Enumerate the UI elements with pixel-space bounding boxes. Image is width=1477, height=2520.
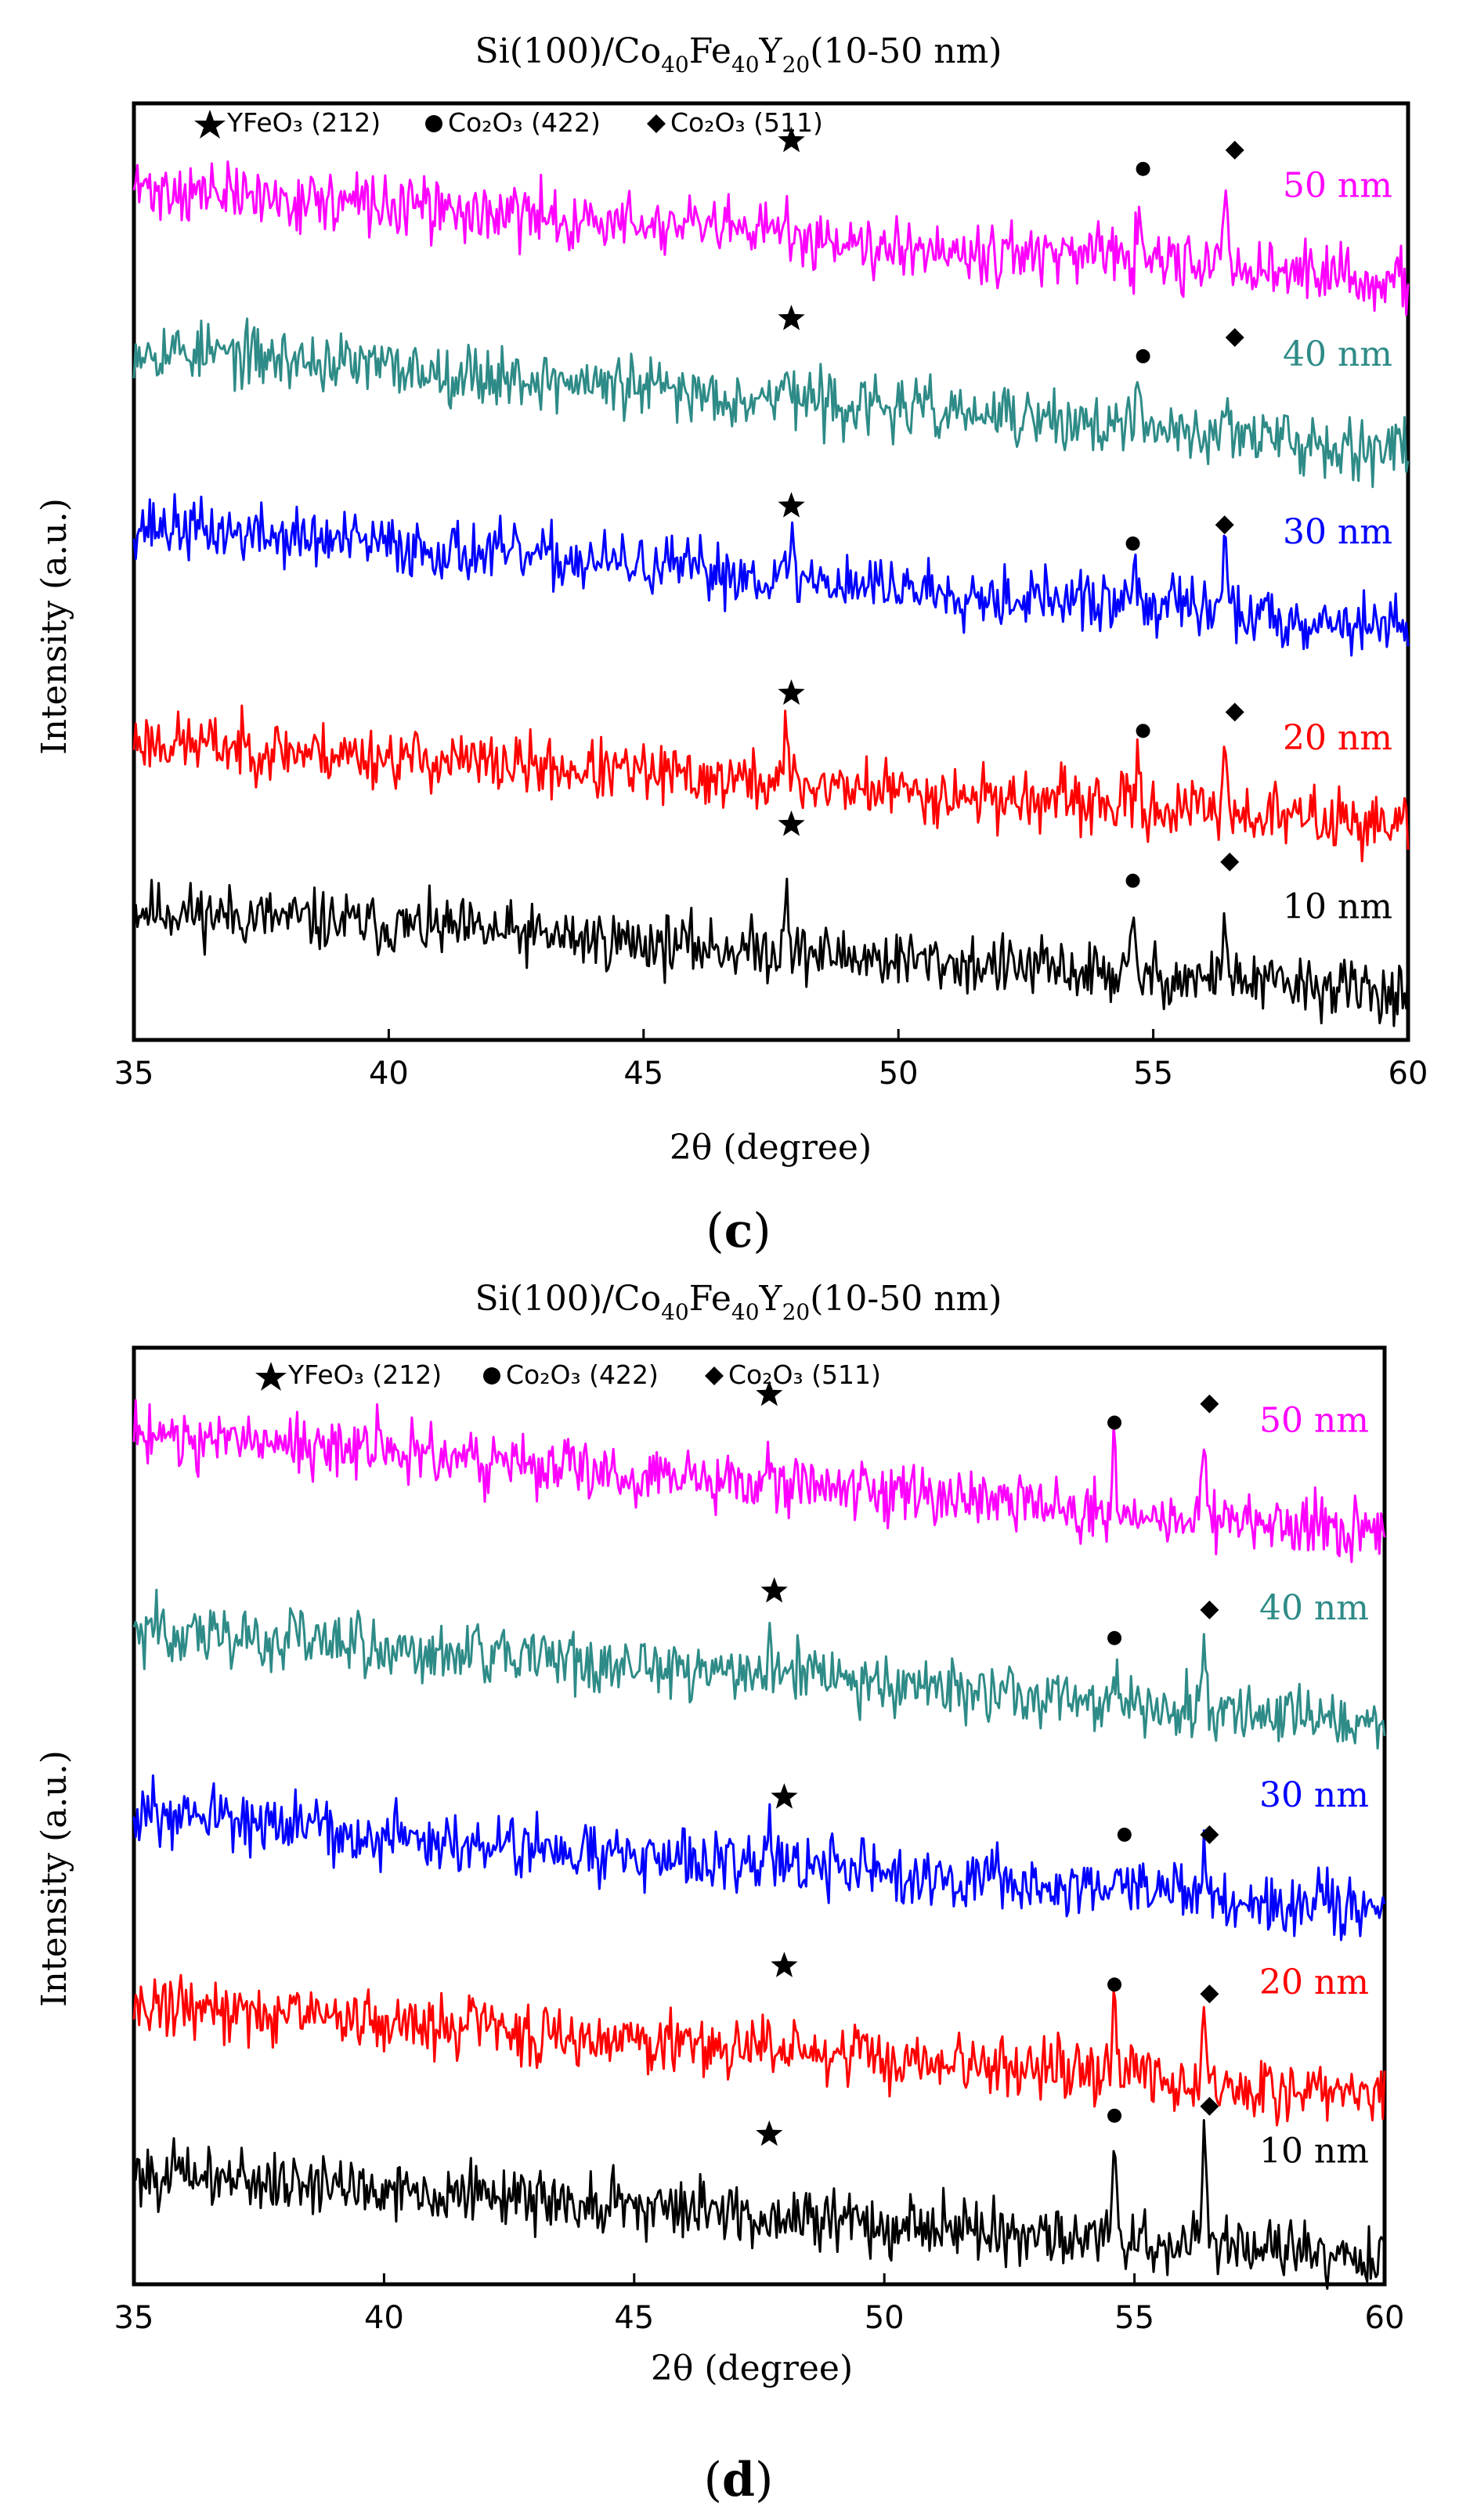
x-tick-label: 35 [114, 2300, 154, 2336]
x-axis: 35 40 45 50 55 60 [114, 1029, 1428, 1092]
star-marker [778, 810, 805, 836]
series-label: 10 nm [1283, 887, 1392, 927]
series-line-50-nm [132, 160, 1410, 316]
star-icon [255, 1362, 287, 1391]
x-tick-label: 60 [1389, 1056, 1428, 1092]
x-tick-label: 40 [369, 1056, 409, 1092]
x-tick-label: 45 [623, 1056, 663, 1092]
series-label: 40 nm [1283, 334, 1392, 374]
x-tick-label: 55 [1133, 1056, 1173, 1092]
circle-marker [1107, 2108, 1122, 2123]
x-axis: 35 40 45 50 55 60 [114, 2273, 1405, 2336]
legend-entry-yfeo3: YFeO₃ (212) [287, 1359, 442, 1390]
diamond-marker [1225, 140, 1244, 160]
series-line-30-nm [132, 1774, 1386, 1941]
series-label: 30 nm [1283, 512, 1392, 552]
series-line-10-nm [132, 2119, 1386, 2291]
star-marker [771, 1783, 798, 1809]
circle-marker [1107, 1977, 1122, 1992]
star-marker [756, 1380, 783, 1406]
x-tick-label: 45 [614, 2300, 654, 2336]
diamond-marker [1225, 328, 1244, 347]
x-tick-label: 60 [1365, 2300, 1405, 2336]
series-label: 40 nm [1259, 1588, 1369, 1628]
star-marker [778, 126, 805, 153]
x-tick-label: 40 [364, 2300, 404, 2336]
x-tick-label: 55 [1114, 2300, 1154, 2336]
star-marker [760, 1577, 788, 1603]
legend: YFeO₃ (212) Co₂O₃ (422) Co₂O₃ (511) [194, 107, 823, 139]
circle-marker [1136, 724, 1150, 738]
legend-entry-yfeo3: YFeO₃ (212) [226, 107, 381, 138]
circle-marker [1125, 536, 1140, 551]
chart-panel-d: Si(100)/Co40Fe40Y20(10-50 nm) YFeO₃ (212… [34, 1279, 1405, 2507]
y-axis-label: Intensity (a.u.) [34, 1750, 74, 2007]
series-line-10-nm [132, 877, 1410, 1027]
diamond-marker [1225, 702, 1244, 722]
x-axis-label: 2θ (degree) [651, 2349, 853, 2388]
chart-title: Si(100)/Co40Fe40Y20(10-50 nm) [475, 31, 1002, 78]
star-marker [778, 679, 805, 705]
x-tick-label: 35 [114, 1056, 154, 1092]
series-label: 50 nm [1283, 166, 1392, 206]
diamond-marker [1200, 1394, 1219, 1413]
series-label: 20 nm [1283, 718, 1392, 758]
chart-title: Si(100)/Co40Fe40Y20(10-50 nm) [475, 1279, 1002, 1325]
circle-marker [1136, 348, 1150, 363]
circle-marker [1136, 161, 1150, 176]
legend: YFeO₃ (212) Co₂O₃ (422) Co₂O₃ (511) [255, 1359, 881, 1391]
series-label: 50 nm [1259, 1401, 1369, 1441]
legend-entry-co2o3-422: Co₂O₃ (422) [448, 107, 601, 138]
panel-label-c: (c) [706, 1204, 771, 1258]
diamond-marker [1200, 1825, 1219, 1844]
series-label: 30 nm [1259, 1775, 1369, 1815]
circle-marker [1117, 1827, 1132, 1842]
circle-marker [1107, 1415, 1122, 1430]
x-tick-label: 50 [879, 1056, 919, 1092]
plot-frame [132, 1345, 1387, 2287]
legend-entry-co2o3-511: Co₂O₃ (511) [670, 107, 823, 138]
diamond-marker [1200, 1984, 1219, 2004]
star-icon [194, 110, 226, 139]
series-line-40-nm [132, 1588, 1386, 1750]
plot-area: 10 nm 20 nm 30 nm 40 nm 50 nm [132, 126, 1410, 1027]
circle-marker [1125, 873, 1140, 888]
diamond-marker [1200, 2096, 1219, 2116]
star-marker [778, 305, 805, 330]
diamond-marker [1215, 515, 1234, 535]
diamond-marker [1200, 1600, 1219, 1619]
star-marker [756, 2120, 783, 2146]
diamond-icon [647, 114, 666, 133]
x-axis-label: 2θ (degree) [670, 1128, 872, 1168]
chart-panel-c: Si(100)/Co40Fe40Y20(10-50 nm) YFeO₃ (212… [34, 31, 1428, 1258]
series-line-30-nm [132, 493, 1410, 657]
plot-area: 10 nm 20 nm 30 nm 40 nm 50 nm [132, 1380, 1386, 2291]
series-line-40-nm [132, 317, 1410, 489]
plot-frame [132, 101, 1410, 1042]
y-axis-label: Intensity (a.u.) [34, 498, 74, 755]
diamond-icon [705, 1367, 724, 1385]
series-line-20-nm [132, 704, 1410, 863]
circle-icon [483, 1367, 500, 1385]
star-marker [778, 492, 805, 518]
legend-entry-co2o3-511: Co₂O₃ (511) [728, 1359, 881, 1390]
x-tick-label: 50 [865, 2300, 905, 2336]
star-marker [771, 1951, 798, 1977]
series-line-20-nm [132, 1973, 1386, 2127]
series-label: 10 nm [1259, 2132, 1369, 2172]
legend-entry-co2o3-422: Co₂O₃ (422) [506, 1359, 659, 1390]
diamond-marker [1220, 852, 1240, 872]
circle-marker [1107, 1630, 1122, 1645]
series-line-50-nm [132, 1399, 1386, 1564]
circle-icon [425, 115, 442, 132]
series-label: 20 nm [1259, 1962, 1369, 2002]
panel-label-d: (d) [704, 2453, 774, 2507]
